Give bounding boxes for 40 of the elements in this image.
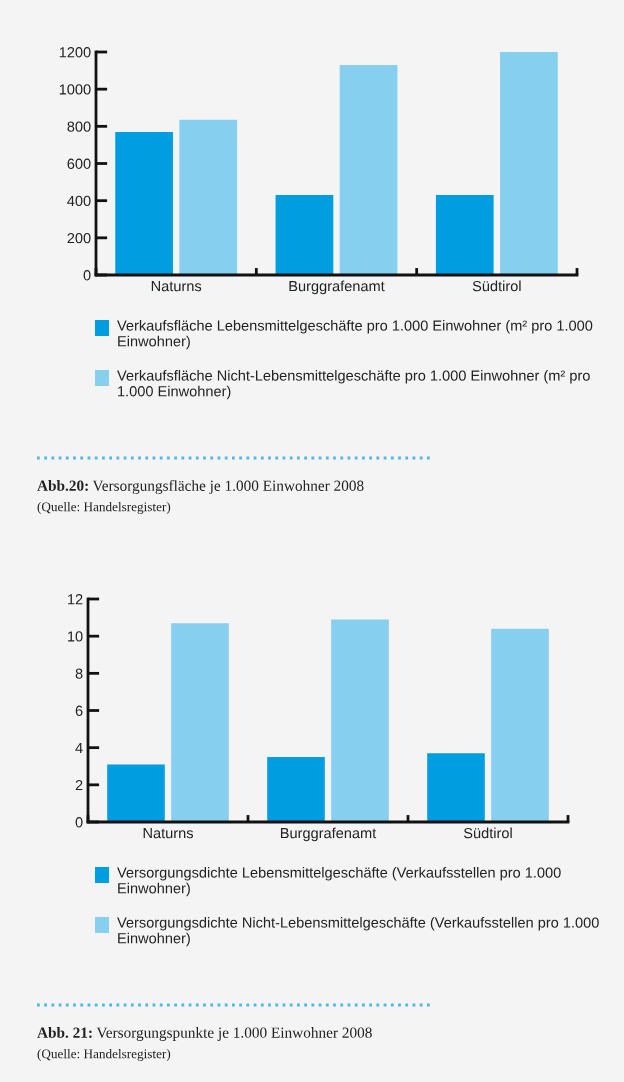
y-tick-label: 1200 bbox=[59, 47, 91, 58]
bar bbox=[179, 119, 238, 275]
y-tick-label: 10 bbox=[68, 631, 83, 642]
y-tick-label: 0 bbox=[75, 817, 83, 828]
bar bbox=[435, 195, 494, 275]
y-tick-label: 1000 bbox=[59, 84, 91, 95]
y-tick-label: 4 bbox=[75, 742, 83, 753]
legend-label: Verkaufsfläche Lebensmittelgeschäfte pro 1.000 Einwohner (m² pro 1.000 Einwohner) bbox=[117, 320, 593, 350]
bar bbox=[491, 628, 549, 822]
legend-label: Versorgungsdichte Nicht-Lebensmittelgeschäfte (Verkaufsstellen pro 1.000 Einwohner) bbox=[117, 917, 599, 947]
x-tick-label: Südtirol bbox=[472, 280, 521, 292]
text: (Quelle: Handelsregister) bbox=[37, 502, 171, 514]
y-tick-label: 2 bbox=[75, 779, 83, 791]
caption: Abb. 21: Versorgungspunkte je 1.000 Einwohner 2008 bbox=[37, 1027, 372, 1041]
legend-label: Versorgungsdichte Lebensmittelgeschäfte (Verkaufsstellen pro 1.000 Einwohner) bbox=[117, 867, 561, 897]
bar bbox=[331, 619, 389, 822]
bar bbox=[339, 65, 398, 275]
text: (Quelle: Handelsregister) bbox=[37, 1049, 171, 1061]
y-tick-label: 400 bbox=[67, 195, 91, 207]
y-tick-label: 600 bbox=[67, 158, 91, 169]
y-tick-label: 0 bbox=[83, 270, 91, 281]
y-tick-label: 8 bbox=[75, 668, 83, 679]
x-tick-label: Südtirol bbox=[463, 827, 512, 839]
y-tick-label: 12 bbox=[68, 594, 83, 605]
bar bbox=[107, 764, 165, 822]
x-tick-label: Naturns bbox=[143, 828, 194, 839]
x-tick-label: Burggrafenamt bbox=[280, 827, 377, 842]
y-tick-label: 800 bbox=[67, 121, 91, 132]
legend-label: Verkaufsfläche Nicht-Lebensmittelgeschäfte pro 1.000 Einwohner (m² pro 1.000 Einwohner) bbox=[117, 370, 590, 400]
bar bbox=[427, 753, 485, 822]
bar bbox=[500, 52, 558, 275]
caption: Abb.20: Versorgungsfläche je 1.000 Einwohner 2008 bbox=[37, 479, 364, 495]
bar bbox=[171, 623, 229, 822]
x-tick-label: Burggrafenamt bbox=[289, 280, 385, 295]
y-tick-label: 200 bbox=[67, 232, 91, 244]
y-tick-label: 6 bbox=[75, 705, 83, 716]
bar bbox=[267, 756, 325, 822]
x-tick-label: Naturns bbox=[151, 281, 202, 292]
bar bbox=[275, 195, 334, 275]
bar bbox=[115, 131, 173, 275]
